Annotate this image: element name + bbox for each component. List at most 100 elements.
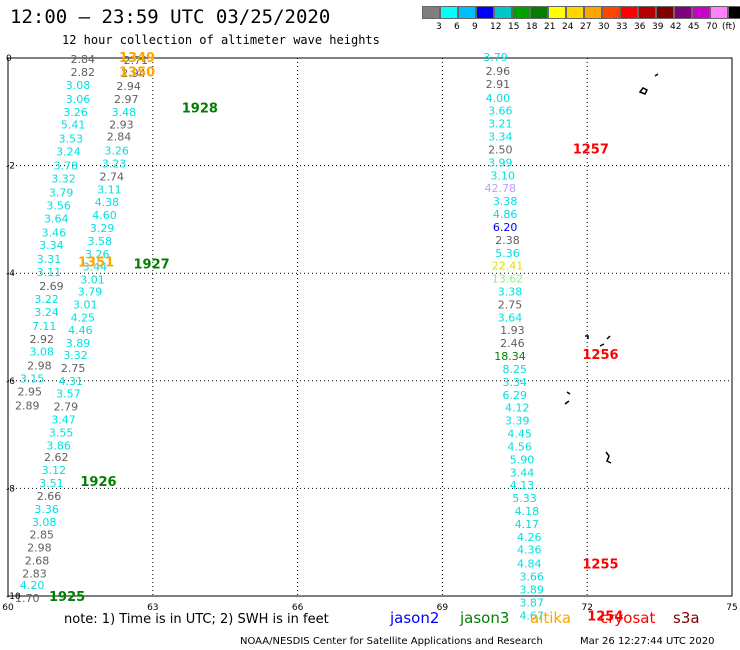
wave-height-value: 3.36	[34, 503, 59, 516]
wave-height-value: 3.46	[42, 226, 67, 239]
wave-height-value: 3.58	[87, 235, 112, 248]
wave-height-value: 2.89	[15, 400, 40, 413]
wave-height-value: 2.66	[37, 490, 62, 503]
colorbar-tick-label: 70	[706, 22, 718, 32]
wave-height-value: 2.98	[27, 360, 52, 373]
wave-height-value: 2.69	[39, 280, 64, 293]
wave-height-value: 3.08	[66, 79, 91, 92]
wave-height-value: 3.39	[505, 415, 530, 428]
x-tick-label: 69	[437, 603, 449, 613]
wave-height-value: 3.89	[66, 337, 91, 350]
wave-height-value: 3.38	[493, 195, 518, 208]
wave-height-value: 3.24	[34, 306, 59, 319]
plot-frame	[7, 57, 733, 597]
y-tick-label: -6	[6, 377, 15, 387]
wave-height-value: 3.29	[90, 222, 115, 235]
wave-height-value: 3.51	[39, 477, 64, 490]
wave-height-value: 4.25	[71, 311, 96, 324]
legend-item-jason2: jason2	[390, 609, 440, 627]
x-tick-label: 75	[726, 603, 737, 613]
wave-height-value: 2.79	[54, 401, 79, 414]
wave-height-value: 3.08	[32, 516, 57, 529]
wave-height-value: 5.90	[510, 453, 535, 466]
wave-height-value: 4.56	[507, 440, 532, 453]
x-tick-label: 66	[292, 603, 304, 613]
colorbar-tick-label: 9	[472, 22, 478, 32]
wave-height-value: 4.18	[515, 505, 540, 518]
wave-height-value: 8.25	[503, 363, 528, 376]
wave-height-value: 2.93	[109, 119, 134, 132]
wave-height-value: 2.71	[124, 54, 149, 67]
wave-height-value: 3.11	[97, 183, 122, 196]
coastline-fragment	[606, 335, 611, 340]
coastline-fragment	[605, 451, 612, 464]
colorbar-tick-label: 21	[544, 22, 556, 32]
colorbar-swatch	[710, 6, 728, 19]
colorbar-tick-label: 36	[634, 22, 646, 32]
wave-height-value: 4.17	[515, 518, 540, 531]
y-tick-label: -4	[6, 269, 15, 279]
wave-height-value: 2.85	[30, 529, 55, 542]
wave-height-value: 4.46	[68, 324, 93, 337]
y-tick-label: 0	[6, 54, 12, 64]
colorbar-swatch	[692, 6, 710, 19]
colorbar-swatch	[674, 6, 692, 19]
colorbar-swatch	[476, 6, 494, 19]
wave-height-value: 3.10	[490, 169, 515, 182]
wave-height-value: 18.34	[494, 350, 526, 363]
legend-item-altika: altika	[530, 609, 572, 627]
wave-height-value: 4.00	[486, 92, 511, 105]
wave-height-value: 5.41	[61, 119, 86, 132]
wave-height-value: 2.75	[61, 362, 86, 375]
colorbar-swatch	[440, 6, 458, 19]
wave-height-value: 3.22	[34, 293, 59, 306]
colorbar-swatch	[584, 6, 602, 19]
coastline-fragment	[599, 343, 605, 347]
wave-height-value: 3.55	[49, 426, 74, 439]
wave-height-value: 3.34	[39, 239, 64, 252]
legend-item-cryosat: cryosat	[600, 609, 656, 627]
wave-height-value: 2.84	[71, 53, 96, 66]
wave-height-value: 2.75	[498, 298, 523, 311]
wave-height-value: 3.06	[66, 93, 91, 106]
coastline-fragment	[585, 335, 589, 339]
wave-height-value: 2.68	[25, 554, 50, 567]
wave-height-value: 4.26	[517, 531, 542, 544]
wave-height-value: 2.38	[495, 234, 520, 247]
colorbar-swatch	[656, 6, 674, 19]
wave-height-value: 3.15	[20, 373, 45, 386]
wave-height-value: 3.78	[54, 160, 79, 173]
pass-number-label: 1350	[119, 65, 155, 80]
wave-height-value: 22.41	[492, 260, 524, 273]
wave-height-value: 3.12	[42, 464, 67, 477]
wave-height-value: 2.95	[17, 386, 42, 399]
wave-height-value: 3.38	[498, 285, 523, 298]
wave-height-value: 3.87	[519, 596, 544, 609]
coastline-fragment	[564, 400, 570, 405]
wave-height-value: 3.34	[488, 131, 513, 144]
colorbar-swatch	[602, 6, 620, 19]
wave-height-value: 2.98	[27, 542, 52, 555]
colorbar-tick-label: 45	[688, 22, 700, 32]
wave-height-value: 3.64	[44, 212, 69, 225]
wave-height-value: 4.67	[519, 609, 544, 622]
colorbar-tick-label: 18	[526, 22, 538, 32]
wave-height-value: 2.84	[107, 131, 132, 144]
coastline-fragment	[654, 73, 659, 77]
page-title: 12:00 — 23:59 UTC 03/25/2020	[10, 6, 331, 28]
wave-height-value: 2.92	[30, 333, 55, 346]
wave-height-value: 5.36	[495, 247, 520, 260]
wave-height-value: 2.46	[500, 337, 525, 350]
y-tick-label: -10	[6, 592, 21, 602]
wave-height-value: 3.48	[112, 106, 137, 119]
colorbar-tick-label: 27	[580, 22, 592, 32]
colorbar-tick-label: 39	[652, 22, 664, 32]
pass-number-label: 1254	[587, 609, 623, 624]
pass-number-label: 1257	[573, 142, 609, 157]
footer-note: note: 1) Time is in UTC; 2) SWH is in fe…	[64, 612, 329, 627]
wave-height-value: 3.01	[80, 274, 105, 287]
y-tick-label: -2	[6, 162, 15, 172]
wave-height-value: 3.11	[37, 266, 62, 279]
footer-timestamp: Mar 26 12:27:44 UTC 2020	[580, 636, 715, 647]
